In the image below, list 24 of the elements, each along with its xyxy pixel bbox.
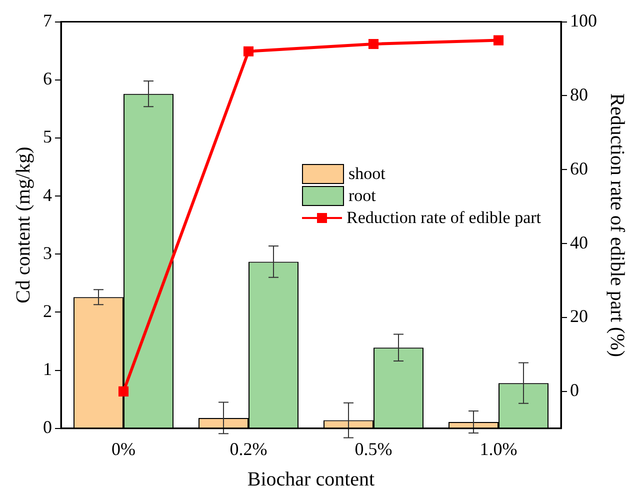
- y-axis-title: Cd content (mg/kg): [12, 146, 34, 304]
- x-tick-label: 0.2%: [230, 438, 268, 459]
- legend-label: shoot: [348, 163, 386, 185]
- y2-tick-label: 80: [570, 84, 588, 104]
- legend-label: Reduction rate of edible part: [346, 207, 541, 229]
- x-tick-label: 1.0%: [480, 438, 518, 459]
- y-tick-label: 5: [43, 126, 52, 147]
- legend-label: root: [348, 185, 376, 207]
- y-tick-label: 3: [43, 242, 52, 263]
- y-tick-label: 7: [43, 10, 52, 31]
- y2-tick-label: 40: [570, 232, 588, 252]
- y-tick-label: 2: [43, 300, 52, 321]
- y2-tick-label: 0: [570, 380, 579, 400]
- x-tick-label: 0.5%: [354, 438, 392, 459]
- y-tick-label: 1: [43, 359, 52, 380]
- y2-tick-label: 100: [570, 10, 597, 31]
- x-tick-label: 0%: [112, 438, 136, 459]
- y2-axis-title: Reduction rate of edible part (%): [606, 93, 628, 357]
- y-tick-label: 6: [43, 68, 52, 89]
- y2-tick-label: 60: [570, 158, 588, 178]
- y-tick-label: 4: [43, 184, 52, 205]
- x-axis-title: Biochar content: [247, 468, 376, 490]
- y-tick-label: 0: [43, 417, 52, 438]
- y2-tick-label: 20: [570, 306, 588, 326]
